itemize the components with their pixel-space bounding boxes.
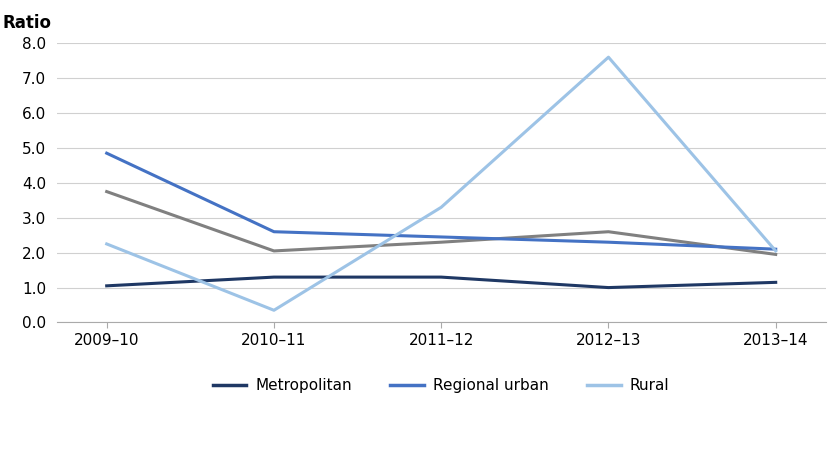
Line: Rural: Rural <box>106 57 775 310</box>
Metropolitan <box>436 274 446 280</box>
Metropolitan <box>268 274 278 280</box>
Legend: Metropolitan, Regional urban, Rural: Metropolitan, Regional urban, Rural <box>206 372 675 399</box>
Metropolitan <box>101 283 111 289</box>
Regional urban <box>101 150 111 156</box>
Metropolitan <box>603 285 613 290</box>
Line: Regional urban: Regional urban <box>106 153 775 249</box>
Line: Metropolitan: Metropolitan <box>106 277 775 288</box>
Rural <box>101 241 111 247</box>
Rural <box>770 248 780 254</box>
Regional urban <box>436 234 446 240</box>
Rural <box>436 205 446 210</box>
Regional urban <box>268 229 278 234</box>
Regional urban <box>603 240 613 245</box>
Rural <box>603 55 613 60</box>
Rural <box>268 307 278 313</box>
Metropolitan <box>770 279 780 285</box>
Regional urban <box>770 246 780 252</box>
Text: Ratio: Ratio <box>3 14 52 32</box>
